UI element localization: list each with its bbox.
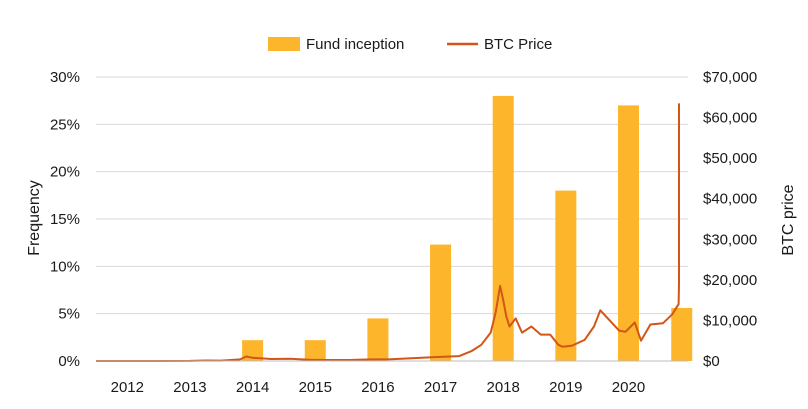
bar-fund-inception	[671, 307, 693, 361]
x-tick-label: 2015	[299, 379, 332, 396]
y-right-tick-label: $40,000	[703, 191, 757, 208]
bar-fund-inception	[367, 318, 389, 361]
y-right-tick-label: $0	[703, 353, 720, 370]
y-right-tick-label: $30,000	[703, 231, 757, 248]
x-tick-label: 2018	[487, 379, 520, 396]
fund-inception-bars	[242, 95, 693, 362]
legend-label-btc-price: BTC Price	[484, 36, 552, 53]
legend-swatch-fund-inception	[268, 37, 300, 51]
y-left-tick-label: 20%	[50, 164, 80, 181]
x-tick-label: 2013	[173, 379, 206, 396]
bar-fund-inception	[492, 95, 514, 361]
y-left-axis-title: Frequency	[26, 180, 43, 256]
gridlines	[96, 76, 688, 315]
x-tick-label: 2020	[612, 379, 645, 396]
btc-price-line-group	[96, 103, 680, 362]
legend-label-fund-inception: Fund inception	[306, 36, 404, 53]
bar-fund-inception	[555, 190, 577, 361]
btc-price-line	[96, 103, 680, 362]
y-left-tick-label: 0%	[58, 353, 80, 370]
bar-fund-inception	[617, 105, 639, 362]
legend: Fund inception BTC Price	[268, 36, 552, 53]
y-right-tick-label: $10,000	[703, 312, 757, 329]
y-right-tick-label: $20,000	[703, 272, 757, 289]
x-tick-labels: 2012 2013 2014 2015 2016 2017 2018 2019 2020	[111, 379, 646, 396]
x-tick-label: 2014	[236, 379, 269, 396]
x-tick-label: 2012	[111, 379, 144, 396]
y-right-tick-labels: $0 $10,000 $20,000 $30,000 $40,000 $50,000 $60…	[703, 69, 757, 370]
y-left-tick-label: 5%	[58, 306, 80, 323]
y-left-tick-label: 10%	[50, 258, 80, 275]
y-right-axis-title: BTC price	[780, 184, 797, 255]
x-tick-label: 2017	[424, 379, 457, 396]
y-left-tick-label: 25%	[50, 116, 80, 133]
y-right-tick-label: $50,000	[703, 150, 757, 167]
x-tick-label: 2019	[549, 379, 582, 396]
y-right-tick-label: $70,000	[703, 69, 757, 86]
y-right-tick-label: $60,000	[703, 110, 757, 127]
bar-fund-inception	[430, 244, 452, 361]
bar-fund-inception	[304, 340, 326, 361]
y-left-tick-label: 30%	[50, 69, 80, 86]
x-tick-label: 2016	[361, 379, 394, 396]
y-left-tick-label: 15%	[50, 211, 80, 228]
y-left-tick-labels: 0% 5% 10% 15% 20% 25% 30%	[50, 69, 80, 370]
